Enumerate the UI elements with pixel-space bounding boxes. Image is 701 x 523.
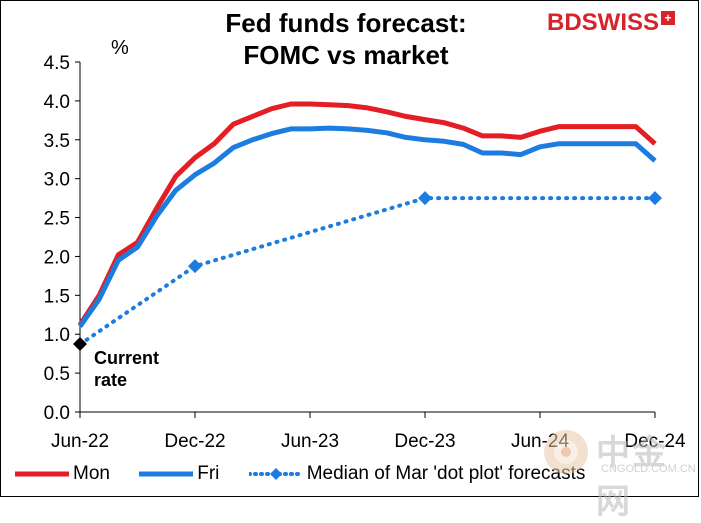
legend-item-median: Median of Mar 'dot plot' forecasts — [246, 463, 586, 485]
y-tick-label: 1.5 — [44, 286, 70, 307]
watermark-subtext: CNGOLD.COM.CN — [601, 463, 696, 475]
y-tick-label: 1.0 — [44, 325, 70, 346]
legend: Mon Fri Median of Mar 'dot plot' forecas… — [15, 463, 609, 485]
x-tick-label: Dec-24 — [624, 431, 686, 452]
median-marker — [648, 191, 662, 206]
y-tick-label: 3.5 — [44, 131, 70, 152]
y-unit-label: % — [111, 37, 129, 59]
y-tick-label: 2.5 — [44, 209, 70, 230]
watermark-logo-icon — [544, 430, 588, 474]
median-marker — [418, 191, 432, 206]
title-line-1: Fed funds forecast: — [225, 8, 467, 38]
series-line-0 — [77, 101, 657, 327]
current-rate-marker — [73, 336, 87, 351]
logo-cross-icon: + — [661, 11, 676, 25]
line-chart: 0.0 0.5 1.0 1.5 2.0 2.5 3.0 3.5 4.0 4.5 Jun-22 Dec-… — [44, 53, 686, 452]
x-tick-label: Dec-22 — [164, 431, 225, 452]
y-tick-label: 0.0 — [44, 403, 70, 424]
legend-swatch-fri — [139, 471, 194, 477]
median-marker — [188, 259, 202, 274]
watermark: 中金网 CNGOLD.COM.CN — [541, 419, 696, 521]
y-tick-label: 0.5 — [44, 364, 70, 385]
y-tick-label: 2.0 — [44, 247, 70, 268]
bdswiss-logo: BDSWISS + — [547, 9, 676, 37]
legend-label-median: Median of Mar 'dot plot' forecasts — [306, 463, 586, 484]
chart-title: Fed funds forecast: FOMC vs market — [161, 7, 531, 71]
current-rate-label-line-2: rate — [94, 370, 127, 390]
legend-item-mon: Mon — [15, 463, 110, 485]
legend-swatch-mon — [15, 471, 69, 477]
y-tick-label: 4.5 — [44, 53, 70, 74]
logo-text: BDSWISS — [547, 9, 660, 36]
series-line-1 — [77, 125, 657, 328]
x-tick-label: Dec-23 — [394, 431, 455, 452]
current-rate-label-line-1: Current — [94, 348, 159, 368]
legend-item-fri: Fri — [139, 463, 219, 485]
y-tick-label: 4.0 — [44, 92, 70, 113]
legend-label-fri: Fri — [197, 463, 220, 484]
x-tick-label: Jun-23 — [281, 431, 339, 452]
legend-label-mon: Mon — [73, 463, 110, 484]
y-tick-label: 3.0 — [44, 170, 70, 191]
series-line-2 — [78, 196, 657, 347]
x-tick-label: Jun-22 — [51, 431, 109, 452]
legend-swatch-median — [246, 467, 305, 480]
title-line-2: FOMC vs market — [243, 40, 449, 70]
